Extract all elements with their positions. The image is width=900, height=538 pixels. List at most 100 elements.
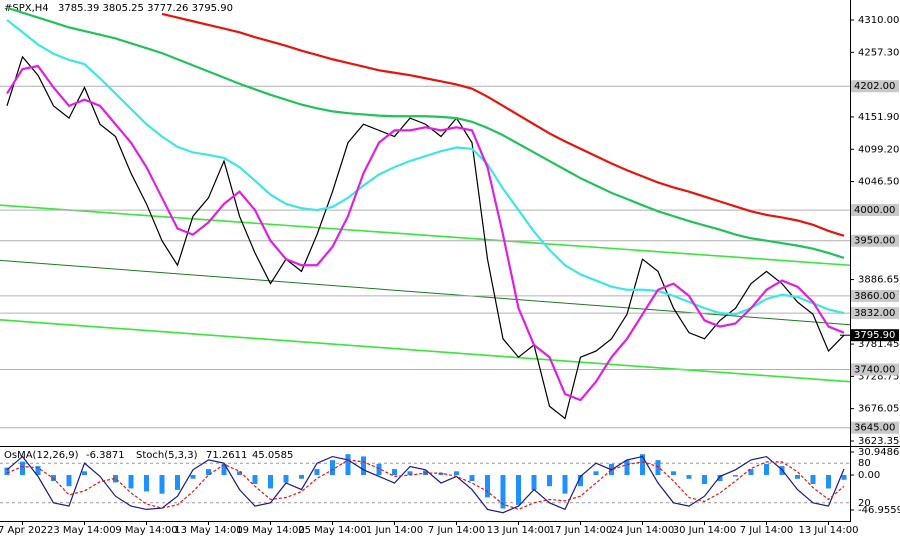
osma-bar (454, 471, 459, 476)
level-label-box (851, 421, 899, 434)
x-tick-label: 13 Jul 14:00 (799, 525, 859, 536)
x-tick-label: 13 May 14:00 (174, 525, 243, 536)
osma-bar (314, 469, 320, 476)
stoch-signal (6, 459, 845, 511)
osc-tick-label: 0.00 (858, 470, 880, 481)
osma-bar (686, 475, 692, 479)
level-label-box (851, 234, 899, 247)
symbol-title: #SPX,H4 (4, 3, 49, 14)
osma-bar (299, 475, 304, 479)
last-price-label: 3795.90 (854, 330, 895, 341)
x-tick-label: 9 May 14:00 (115, 525, 177, 536)
osma-bar (190, 475, 196, 479)
y-tick-label: 3886.65 (858, 275, 899, 286)
level-label: 4202.00 (854, 81, 895, 92)
osma-bar (469, 475, 475, 481)
osma-bar (268, 475, 273, 489)
osma-bar (841, 475, 847, 480)
y-tick-label: 4151.90 (858, 112, 899, 123)
level-label-box (851, 307, 899, 320)
osma-bar (438, 472, 444, 476)
x-tick-label: 7 Jun 14:00 (428, 525, 485, 536)
osma-bar (345, 454, 351, 476)
trendline (0, 319, 851, 383)
osma-bar (361, 456, 366, 476)
osma-bar (764, 463, 769, 476)
trendline (0, 204, 851, 267)
osma-value: -6.3871 (86, 450, 125, 461)
last-price-box (851, 329, 899, 342)
osma-bar (206, 469, 211, 476)
osma-bar (66, 475, 72, 487)
moving-average (6, 19, 845, 316)
osma-bar (547, 475, 552, 487)
osma-bar (20, 461, 25, 476)
x-tick-label: 24 Jun 14:00 (611, 525, 675, 536)
osma-bar (624, 460, 630, 476)
moving-average (161, 12, 845, 237)
osma-bar (593, 471, 599, 476)
y-tick-label: 4046.50 (858, 177, 899, 188)
osma-bar (516, 475, 521, 505)
osma-bar (330, 460, 335, 476)
ohlc-values: 3785.39 3805.25 3777.26 3795.90 (58, 3, 233, 14)
osma-bar (702, 475, 707, 484)
osma-bar (252, 475, 258, 484)
osma-bar (407, 471, 413, 476)
trendline (0, 259, 851, 326)
y-tick-label: 4310.00 (858, 15, 899, 26)
osma-bar (392, 469, 397, 476)
price-line (6, 55, 845, 420)
stoch-signal-value: 45.0585 (252, 450, 293, 461)
osma-bar (128, 475, 134, 489)
level-label: 3832.00 (854, 308, 895, 319)
x-tick-label: 30 Jun 14:00 (673, 525, 737, 536)
level-label: 3950.00 (854, 236, 895, 247)
osma-bar (82, 471, 87, 476)
osma-bar (144, 475, 149, 492)
osma-bar (733, 475, 738, 477)
level-label: 3740.00 (854, 364, 895, 375)
y-tick-label: 3623.35 (858, 436, 899, 447)
osma-bar (826, 475, 831, 489)
osma-bar (159, 475, 165, 494)
x-tick-label: 7 Jul 14:00 (740, 525, 794, 536)
osma-bar (655, 460, 661, 476)
osma-bar (221, 463, 227, 476)
level-label: 4000.00 (854, 205, 895, 216)
moving-average (6, 6, 845, 259)
x-tick-label: 13 Jun 14:00 (487, 525, 551, 536)
osma-bar (717, 475, 723, 481)
x-tick-label: 25 May 14:00 (298, 525, 367, 536)
stoch-tick-label: 20 (858, 498, 871, 509)
level-label-box (851, 289, 899, 302)
osma-bar (500, 475, 506, 509)
osc-tick-label: 30.9486 (858, 447, 899, 458)
moving-average (6, 64, 845, 402)
osma-bar (113, 475, 118, 483)
osc-tick-label: -46.9559 (858, 505, 900, 516)
osma-bar (671, 471, 676, 476)
level-label-box (851, 363, 899, 376)
level-label: 3860.00 (854, 291, 895, 302)
osma-bar (237, 471, 242, 476)
osma-bar (4, 467, 10, 476)
level-label-box (851, 80, 899, 93)
x-tick-label: 27 Apr 2022 (0, 525, 53, 536)
stoch-main-value: 71.2611 (206, 450, 247, 461)
osma-bar (485, 475, 490, 498)
y-tick-label: 4099.20 (858, 144, 899, 155)
y-tick-label: 3728.75 (858, 371, 899, 382)
osma-bar (376, 463, 382, 476)
osma-bar (748, 469, 754, 476)
osma-bar (283, 475, 289, 483)
y-tick-label: 4257.30 (858, 47, 899, 58)
y-tick-label: 3781.45 (858, 339, 899, 350)
stoch-tick-label: 80 (858, 458, 871, 469)
stoch-name: Stoch(5,3,3) (136, 450, 198, 461)
x-tick-label: 17 Jun 14:00 (549, 525, 613, 536)
osma-bar (640, 454, 645, 476)
osma-bar (562, 475, 568, 494)
